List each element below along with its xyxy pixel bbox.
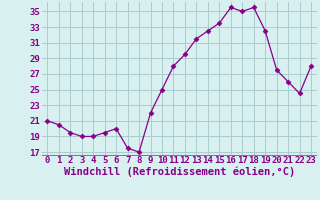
X-axis label: Windchill (Refroidissement éolien,°C): Windchill (Refroidissement éolien,°C): [64, 166, 295, 177]
